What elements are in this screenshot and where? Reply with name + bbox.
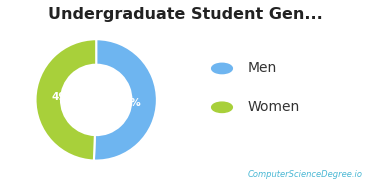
Text: ComputerScienceDegree.io: ComputerScienceDegree.io xyxy=(248,170,363,179)
Wedge shape xyxy=(94,39,157,161)
Text: Women: Women xyxy=(248,100,300,114)
Wedge shape xyxy=(36,39,96,161)
Text: Men: Men xyxy=(248,61,277,75)
Text: .6%: .6% xyxy=(119,98,141,108)
Text: 49.4: 49.4 xyxy=(52,92,78,102)
Text: Undergraduate Student Gen...: Undergraduate Student Gen... xyxy=(48,7,322,22)
